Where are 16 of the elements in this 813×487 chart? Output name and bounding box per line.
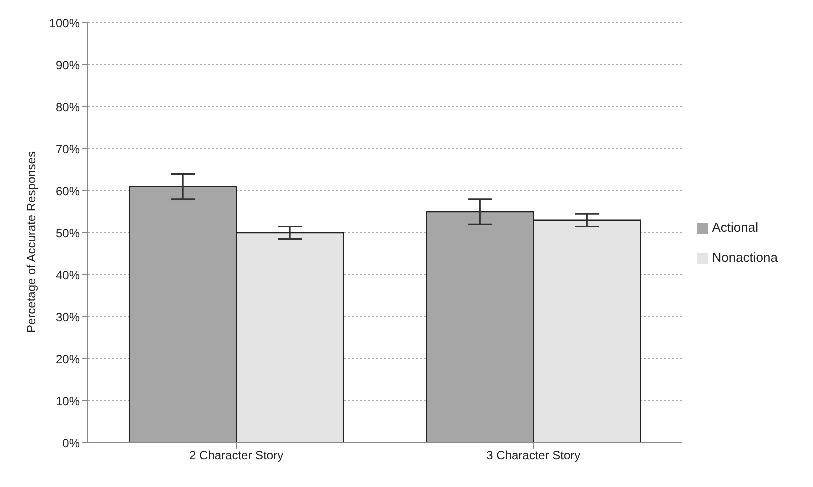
y-tick-label: 20%	[56, 352, 80, 366]
y-axis-title: Percetage of Accurate Responses	[24, 152, 38, 333]
legend-label: Actional	[712, 220, 758, 235]
y-tick-label: 80%	[56, 100, 80, 114]
y-tick-label: 70%	[56, 142, 80, 156]
y-tick-label: 90%	[56, 58, 80, 72]
legend-label: Nonactiona	[712, 250, 778, 265]
x-tick-label: 2 Character Story	[190, 448, 284, 463]
y-tick-label: 100%	[49, 16, 80, 30]
x-tick-label: 3 Character Story	[486, 448, 581, 463]
y-tick-label: 60%	[56, 184, 80, 198]
y-tick-label: 50%	[56, 226, 80, 240]
y-tick-label: 10%	[56, 394, 80, 408]
y-tick-label: 0%	[62, 436, 80, 450]
y-tick-label: 40%	[56, 268, 80, 282]
y-tick-label: 30%	[56, 310, 80, 324]
